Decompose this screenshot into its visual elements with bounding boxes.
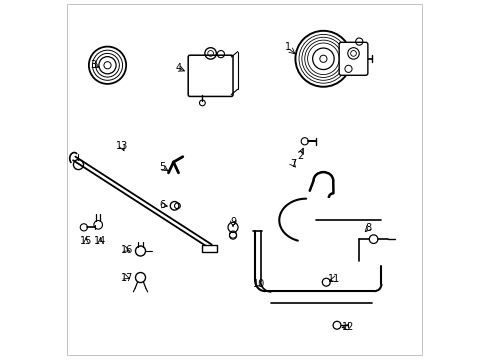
Text: 6: 6 [159, 200, 165, 210]
Text: 10: 10 [252, 279, 264, 289]
Text: 7: 7 [289, 159, 295, 169]
Text: 3: 3 [90, 59, 96, 69]
Text: 16: 16 [121, 245, 133, 255]
Text: 12: 12 [342, 322, 354, 332]
Text: 11: 11 [327, 274, 340, 284]
Text: 13: 13 [116, 141, 128, 151]
Text: 8: 8 [365, 224, 370, 233]
FancyBboxPatch shape [188, 55, 233, 96]
Text: 1: 1 [284, 42, 290, 52]
Text: 4: 4 [175, 63, 181, 73]
Text: 14: 14 [94, 236, 106, 246]
FancyBboxPatch shape [202, 244, 216, 252]
Text: 15: 15 [80, 236, 92, 246]
Text: 5: 5 [159, 162, 165, 172]
FancyBboxPatch shape [339, 42, 367, 75]
Text: 17: 17 [121, 273, 133, 283]
Text: 9: 9 [229, 217, 236, 227]
Text: 2: 2 [296, 150, 303, 161]
